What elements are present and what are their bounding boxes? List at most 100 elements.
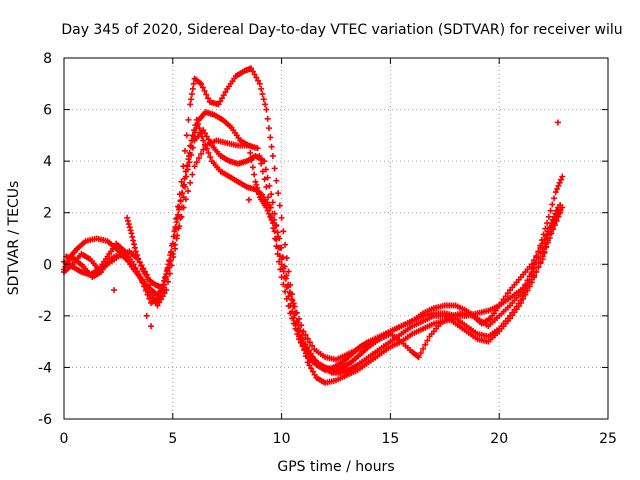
data-point <box>288 296 295 303</box>
data-point <box>189 132 196 139</box>
data-point <box>189 171 196 178</box>
x-axis-ticks: 0 5 10 15 20 25 <box>60 58 617 447</box>
plot-border <box>63 57 609 420</box>
data-point <box>205 149 212 156</box>
data-point <box>215 101 222 108</box>
y-tick-label: -2 <box>38 309 52 325</box>
data-point <box>289 308 296 315</box>
data-point <box>266 182 273 189</box>
data-point <box>190 80 197 87</box>
data-point <box>203 133 210 140</box>
data-point <box>531 274 538 281</box>
data-point <box>276 253 283 260</box>
data-point <box>520 295 527 302</box>
data-point <box>200 146 207 153</box>
data-point <box>526 283 533 290</box>
data-point <box>280 268 287 275</box>
data-point <box>539 253 546 260</box>
data-point <box>193 159 200 166</box>
data-point <box>193 116 200 123</box>
data-points <box>61 65 566 386</box>
data-point <box>254 184 261 191</box>
data-point <box>245 142 252 149</box>
data-point <box>144 291 151 298</box>
data-point <box>309 368 316 375</box>
data-point <box>278 256 285 263</box>
data-point <box>141 283 148 290</box>
data-point <box>148 323 155 330</box>
data-point <box>167 257 174 264</box>
data-point <box>275 190 282 197</box>
x-axis-label: GPS time / hours <box>277 459 394 475</box>
data-point <box>517 289 524 296</box>
data-point <box>554 185 561 192</box>
data-point <box>522 281 529 288</box>
data-point <box>199 84 206 91</box>
y-tick-label: -6 <box>38 412 52 428</box>
data-point <box>554 204 561 211</box>
data-point <box>269 152 276 159</box>
data-point <box>260 96 267 103</box>
data-point <box>195 155 202 162</box>
data-point <box>268 191 275 198</box>
x-tick-label: 10 <box>273 431 291 447</box>
data-point <box>280 228 287 235</box>
data-point <box>282 275 289 282</box>
data-point <box>256 80 263 87</box>
data-point <box>543 232 550 239</box>
data-point <box>161 290 168 297</box>
data-point <box>548 220 555 227</box>
data-point <box>277 266 284 273</box>
data-point <box>267 134 274 141</box>
data-point <box>259 91 266 98</box>
data-point <box>541 236 548 243</box>
data-point <box>136 259 143 266</box>
data-point <box>524 277 531 284</box>
data-point <box>245 196 252 203</box>
data-point <box>207 154 214 161</box>
data-point <box>191 163 198 170</box>
data-point <box>537 258 544 265</box>
data-point <box>294 327 301 334</box>
data-point <box>265 125 272 132</box>
data-point <box>306 339 313 346</box>
data-point <box>254 145 261 152</box>
data-point <box>300 328 307 335</box>
data-point <box>259 168 266 175</box>
data-point <box>187 179 194 186</box>
data-point <box>217 98 224 105</box>
data-point <box>549 216 556 223</box>
data-point <box>169 250 176 257</box>
data-point <box>522 291 529 298</box>
data-point <box>124 214 131 221</box>
data-point <box>543 244 550 251</box>
data-point <box>255 188 262 195</box>
data-point <box>309 342 316 349</box>
data-point <box>271 228 278 235</box>
data-point <box>520 285 527 292</box>
data-point <box>290 314 297 321</box>
data-point <box>172 224 179 231</box>
data-point <box>165 264 172 271</box>
data-point <box>185 116 192 123</box>
data-point <box>513 306 520 313</box>
data-point <box>282 274 289 281</box>
data-point <box>181 181 188 188</box>
data-point <box>262 101 269 108</box>
y-axis-label: SDTVAR / TECUs <box>6 181 22 296</box>
data-point <box>251 71 258 78</box>
y-tick-label: 4 <box>43 154 52 170</box>
data-point <box>269 220 276 227</box>
data-point <box>283 255 290 262</box>
x-tick-label: 0 <box>60 431 69 447</box>
data-point <box>143 312 150 319</box>
data-point <box>306 362 313 369</box>
data-point <box>555 182 562 189</box>
data-point <box>189 144 196 151</box>
data-point <box>535 248 542 255</box>
data-point <box>205 95 212 102</box>
data-point <box>200 137 207 144</box>
data-point <box>539 240 546 247</box>
y-tick-label: -4 <box>38 360 52 376</box>
isolated-points <box>111 119 561 330</box>
